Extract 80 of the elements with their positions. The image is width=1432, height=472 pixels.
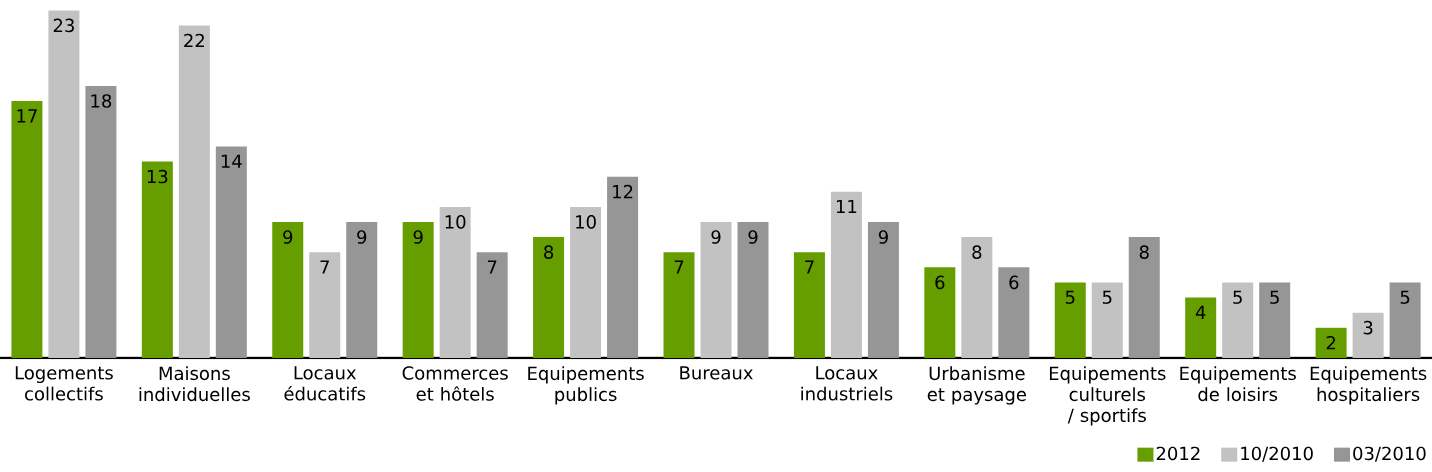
bar [402, 221, 434, 358]
bar [272, 221, 304, 358]
data-label: 13 [147, 169, 168, 184]
bar [48, 10, 80, 358]
legend-label: 10/2010 [1241, 446, 1313, 462]
bar [1128, 237, 1160, 358]
x-tick-label: Locaux industriels [801, 366, 893, 401]
bar [570, 206, 602, 358]
bar [215, 146, 247, 358]
data-label: 8 [544, 245, 554, 259]
bar [607, 176, 639, 358]
bar [85, 85, 117, 358]
bar [178, 25, 210, 358]
bar [1259, 282, 1291, 358]
data-label: 7 [487, 260, 497, 274]
data-label: 22 [184, 33, 204, 48]
data-label: 9 [283, 230, 293, 244]
data-label: 5 [1065, 290, 1075, 305]
bar [1091, 282, 1123, 358]
data-label: 7 [674, 260, 684, 274]
bar [1389, 282, 1421, 358]
data-label: 10 [576, 215, 596, 229]
bar [439, 206, 471, 358]
data-label: 5 [1233, 290, 1242, 305]
bar [141, 161, 173, 358]
x-tick-label: Locaux éducatifs [284, 366, 366, 401]
bar [1054, 282, 1086, 358]
data-label: 11 [836, 199, 857, 214]
bar [533, 237, 565, 358]
bar [700, 221, 732, 358]
x-tick-label: Equipements de loisirs [1180, 366, 1296, 402]
data-label: 6 [935, 275, 945, 290]
data-label: 5 [1102, 290, 1112, 305]
bar [1315, 327, 1347, 358]
data-label: 23 [53, 18, 74, 33]
x-tick-label: Equipements publics [528, 366, 644, 405]
bar [737, 221, 769, 358]
bar [924, 267, 956, 358]
x-tick-label: Bureaux [680, 366, 753, 380]
data-label: 4 [1195, 305, 1206, 319]
data-label: 17 [17, 109, 37, 123]
bar [998, 267, 1030, 358]
legend-label: 03/2010 [1353, 446, 1426, 462]
data-label: 9 [711, 230, 721, 244]
bar [663, 252, 695, 358]
data-label: 7 [320, 260, 329, 274]
data-label: 7 [805, 260, 814, 274]
data-label: 12 [613, 184, 633, 199]
bar [1352, 312, 1384, 358]
bar [961, 237, 993, 358]
data-label: 9 [357, 230, 367, 244]
legend-label: 2012 [1156, 446, 1200, 461]
data-label: 5 [1400, 290, 1410, 305]
data-label: 2 [1326, 335, 1336, 350]
data-label: 9 [748, 230, 758, 244]
bar [1222, 282, 1254, 358]
bar [867, 221, 899, 358]
data-label: 8 [972, 245, 982, 259]
bar [830, 191, 862, 358]
bar [309, 252, 341, 358]
data-label: 6 [1009, 275, 1019, 290]
x-tick-label: Equipements culturels / sportifs [1049, 366, 1166, 426]
data-label: 9 [413, 230, 423, 244]
bar [793, 252, 825, 358]
data-label: 18 [91, 94, 112, 108]
data-label: 14 [221, 154, 242, 168]
x-tick-label: Equipements hospitaliers [1310, 366, 1427, 405]
x-tick-label: Maisons individuelles [139, 366, 250, 402]
data-label: 9 [878, 230, 888, 244]
data-label: 10 [445, 215, 466, 229]
x-tick-label: Commerces et hôtels [402, 366, 508, 401]
bar [346, 221, 378, 358]
data-label: 3 [1363, 320, 1373, 335]
x-tick-label: Logements collectifs [15, 366, 113, 401]
bar [476, 252, 508, 358]
data-label: 8 [1139, 245, 1149, 259]
x-tick-label: Urbanisme et paysage [927, 366, 1026, 405]
data-label: 5 [1270, 290, 1279, 305]
bar [11, 101, 43, 358]
bar [1185, 297, 1217, 358]
